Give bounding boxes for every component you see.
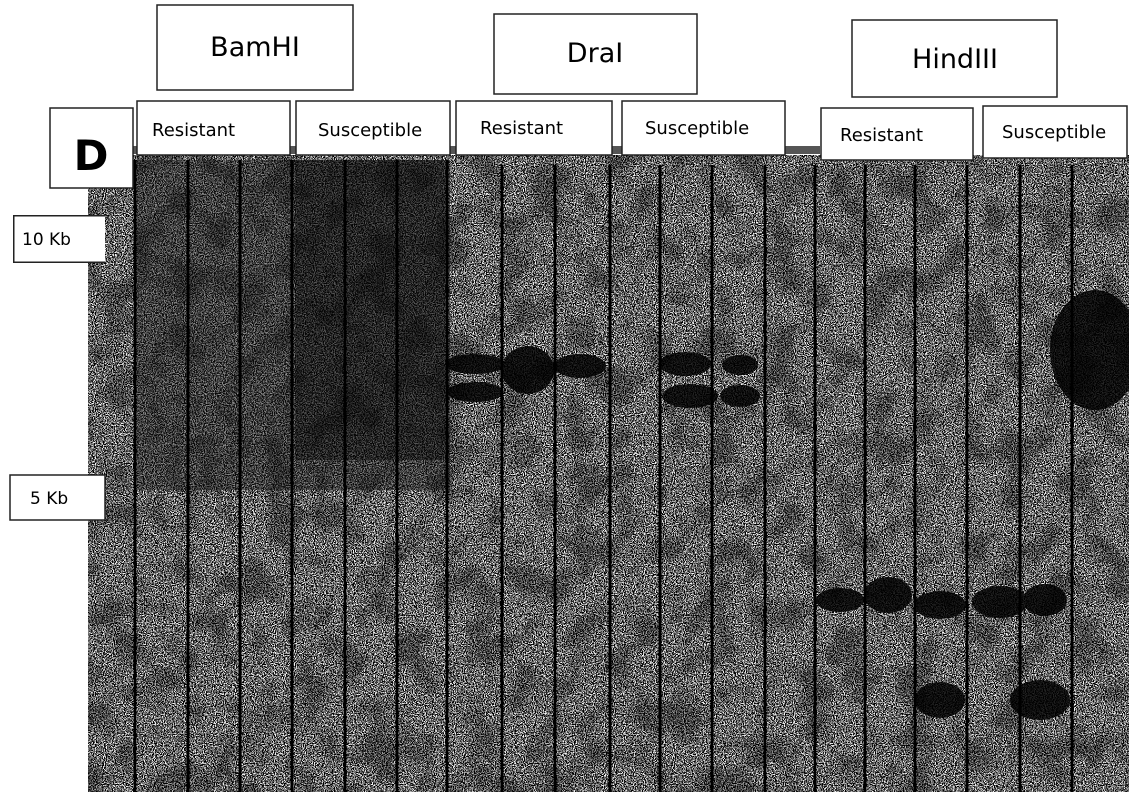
blot-figure: BamHI DraI HindIII Resistant Susceptible… bbox=[0, 0, 1129, 792]
group-label: Susceptible bbox=[318, 120, 422, 141]
enzyme-label: DraI bbox=[567, 38, 623, 69]
group-label: Resistant bbox=[152, 120, 235, 141]
enzyme-label: BamHI bbox=[210, 32, 300, 63]
marker-label: 5 Kb bbox=[30, 489, 68, 509]
marker-box: 10 Kb bbox=[14, 216, 114, 263]
group-label: Susceptible bbox=[1002, 122, 1106, 143]
enzyme-label: HindIII bbox=[912, 44, 998, 75]
panel-label: D bbox=[74, 131, 109, 180]
marker-label: 10 Kb bbox=[22, 230, 71, 250]
group-label: Resistant bbox=[480, 118, 563, 139]
gel bbox=[88, 155, 1129, 792]
group-label: Resistant bbox=[840, 125, 923, 146]
group-label: Susceptible bbox=[645, 118, 749, 139]
